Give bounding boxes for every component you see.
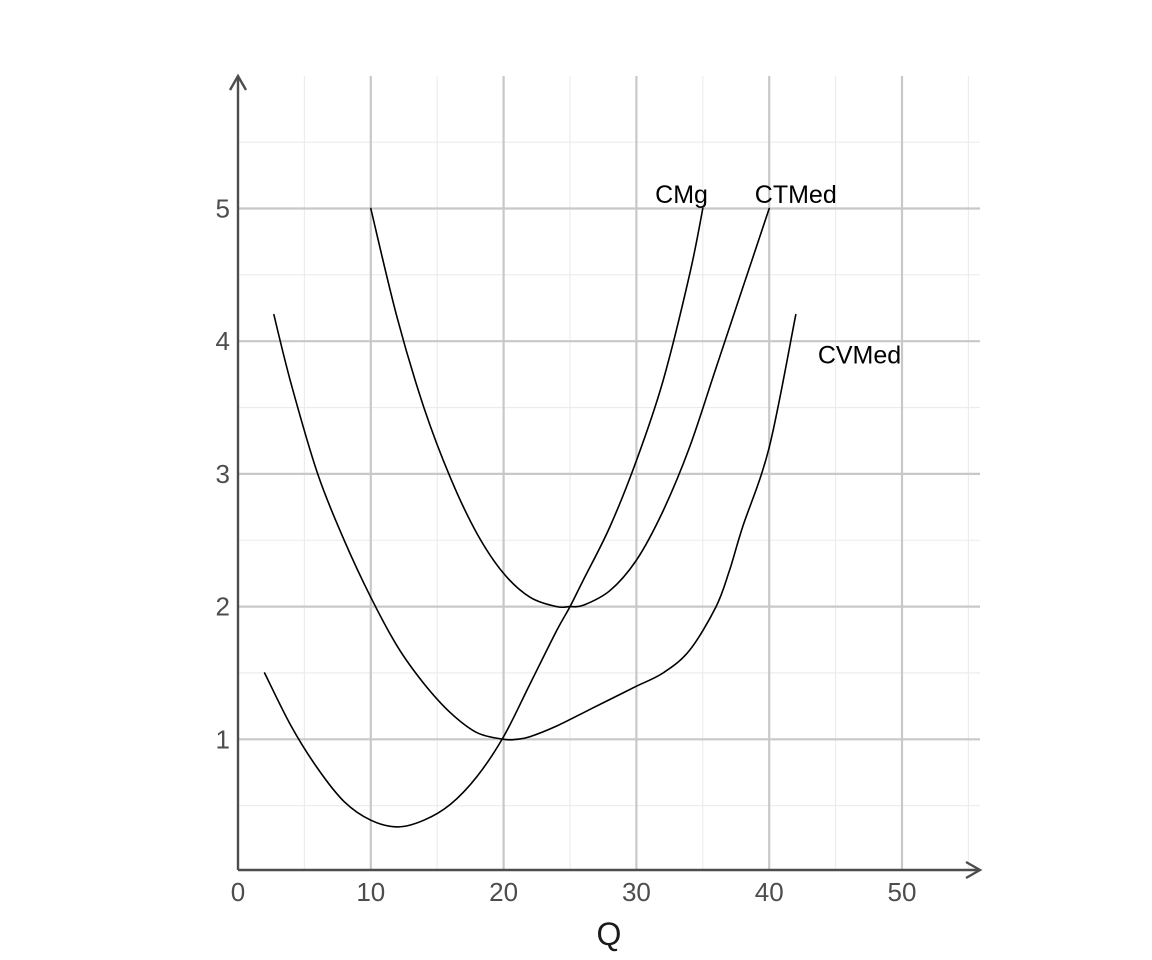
- x-axis-arrow: [965, 860, 983, 880]
- x-tick-label: 20: [489, 877, 518, 907]
- series-line-cvmed: [273, 313, 797, 741]
- curve-label-ctmed: CTMed: [755, 181, 837, 209]
- curve-label-cmg: CMg: [655, 181, 708, 209]
- cost-curves: [263, 207, 797, 828]
- y-tick-label: 2: [216, 592, 230, 622]
- curve-label-cvmed: CVMed: [818, 341, 901, 369]
- x-tick-label: 30: [622, 877, 651, 907]
- y-axis-arrow: [228, 73, 248, 91]
- x-tick-label: 10: [356, 877, 385, 907]
- x-axis-title: Q: [597, 916, 622, 952]
- y-tick-label: 5: [216, 194, 230, 224]
- y-tick-label: 4: [216, 326, 230, 356]
- y-tick-label: 3: [216, 459, 230, 489]
- y-tick-labels: 1 2 3 4 5: [216, 194, 230, 755]
- axes: [228, 73, 983, 880]
- x-tick-labels: 0 10 20 30 40 50: [231, 877, 917, 907]
- y-tick-label: 1: [216, 724, 230, 754]
- x-tick-label: 0: [231, 877, 245, 907]
- major-gridlines: [238, 76, 980, 870]
- series-line-ctmed: [370, 207, 770, 609]
- x-tick-label: 50: [888, 877, 917, 907]
- curve-labels: CMg CTMed CVMed: [655, 181, 901, 370]
- series-line-cmg: [263, 207, 704, 828]
- x-tick-label: 40: [755, 877, 784, 907]
